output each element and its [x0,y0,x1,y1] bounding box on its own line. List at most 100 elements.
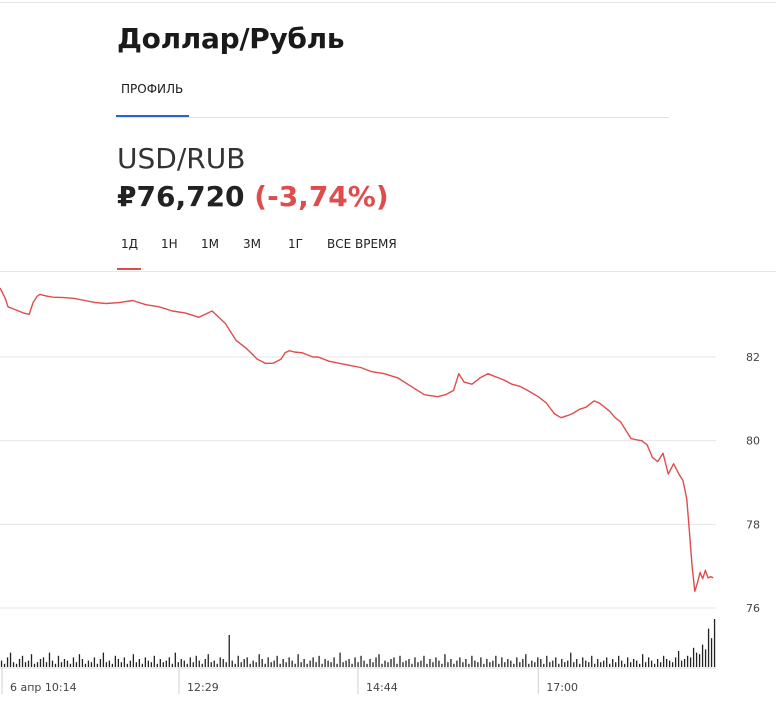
tab-profile[interactable]: ПРОФИЛЬ [121,82,184,96]
volume-bar [465,659,467,667]
volume-bar [213,660,215,667]
volume-bar [198,660,200,667]
volume-bar [333,657,335,667]
range-1m[interactable]: 1М [201,237,219,251]
volume-bar [243,659,245,667]
range-all[interactable]: ВСЕ ВРЕМЯ [327,237,397,251]
volume-bar [168,657,170,667]
volume-bar [144,657,146,667]
volume-bar [300,662,302,667]
chart-top-border [0,271,776,272]
volume-bar [201,663,203,667]
volume-bar [393,657,395,667]
volume-bar [689,657,692,667]
volume-bar [102,652,105,667]
volume-bar [704,649,707,667]
price-change: (-3,74%) [254,180,389,213]
volume-bar [354,657,356,667]
volume-bar [120,662,123,667]
volume-bar [330,662,332,667]
price-row: ₽76,720 (-3,74%) [117,180,389,213]
volume-bar [642,654,644,667]
volume-bar [252,660,254,667]
volume-bar [471,655,473,667]
volume-bar [141,663,144,667]
y-tick-label: 78 [746,518,760,531]
volume-bar [369,659,371,667]
volume-bar [15,663,18,667]
volume-bar [60,662,63,667]
volume-bar [36,662,39,667]
volume-bar [621,660,623,667]
volume-bar [96,663,99,667]
volume-bar [312,657,314,667]
volume-bar [594,663,596,667]
volume-bar [396,663,398,667]
volume-bar [659,662,662,667]
volume-bar [552,660,554,667]
volume-bar [534,662,536,667]
volume-bar [0,660,3,667]
volume-bar [24,662,27,667]
volume-bar [231,660,233,667]
volume-bar [402,662,404,667]
volume-bar [348,659,350,667]
x-tick-label: 12:29 [187,681,219,694]
range-3m[interactable]: 3М [243,237,261,251]
range-1w[interactable]: 1Н [161,237,178,251]
volume-bar [525,654,527,667]
volume-bar [531,660,533,667]
tab-divider [116,117,669,118]
volume-bar [480,657,482,667]
volume-bar [357,662,359,667]
volume-bar [165,660,167,667]
volume-bar [486,659,488,667]
volume-bar [309,660,311,667]
volume-bar [351,663,353,667]
volume-bar [153,655,155,667]
volume-bar [606,657,608,667]
volume-bar [408,659,410,667]
volume-bar [662,655,665,667]
volume-bar [372,662,374,667]
volume-bar [405,660,407,667]
volume-bar [138,659,141,667]
volume-bar [549,662,551,667]
volume-bar [261,659,263,667]
volume-bar [318,655,320,667]
volume-bar [345,660,347,667]
volume-bar [114,655,117,667]
volume-bar [27,660,30,667]
volume-bar [627,657,629,667]
volume-bar [240,662,242,667]
volume-bar [249,663,251,667]
volume-bar [18,659,21,667]
range-1y[interactable]: 1Г [288,237,303,251]
volume-bar [710,638,713,667]
volume-bar [453,663,455,667]
volume-bar [204,659,206,667]
volume-bar [21,655,24,667]
volume-bar [441,663,443,667]
volume-bar [183,660,185,667]
volume-bar [186,663,188,667]
volume-bar [12,662,15,667]
volume-bar [78,654,81,667]
volume-bar [713,619,716,667]
volume-bar [75,662,78,667]
volume-bar [489,662,491,667]
volume-bar [558,663,560,667]
volume-bar [633,659,635,667]
volume-bar [582,657,584,667]
volume-bar [477,662,479,667]
volume-bar [603,660,605,667]
x-tick-label: 14:44 [366,681,398,694]
volume-bar [444,654,446,667]
volume-bar [159,659,161,667]
volume-bar [435,657,437,667]
volume-bar [707,628,710,667]
volume-bar [492,660,494,667]
volume-bar [270,662,272,667]
range-1d[interactable]: 1Д [121,237,139,251]
